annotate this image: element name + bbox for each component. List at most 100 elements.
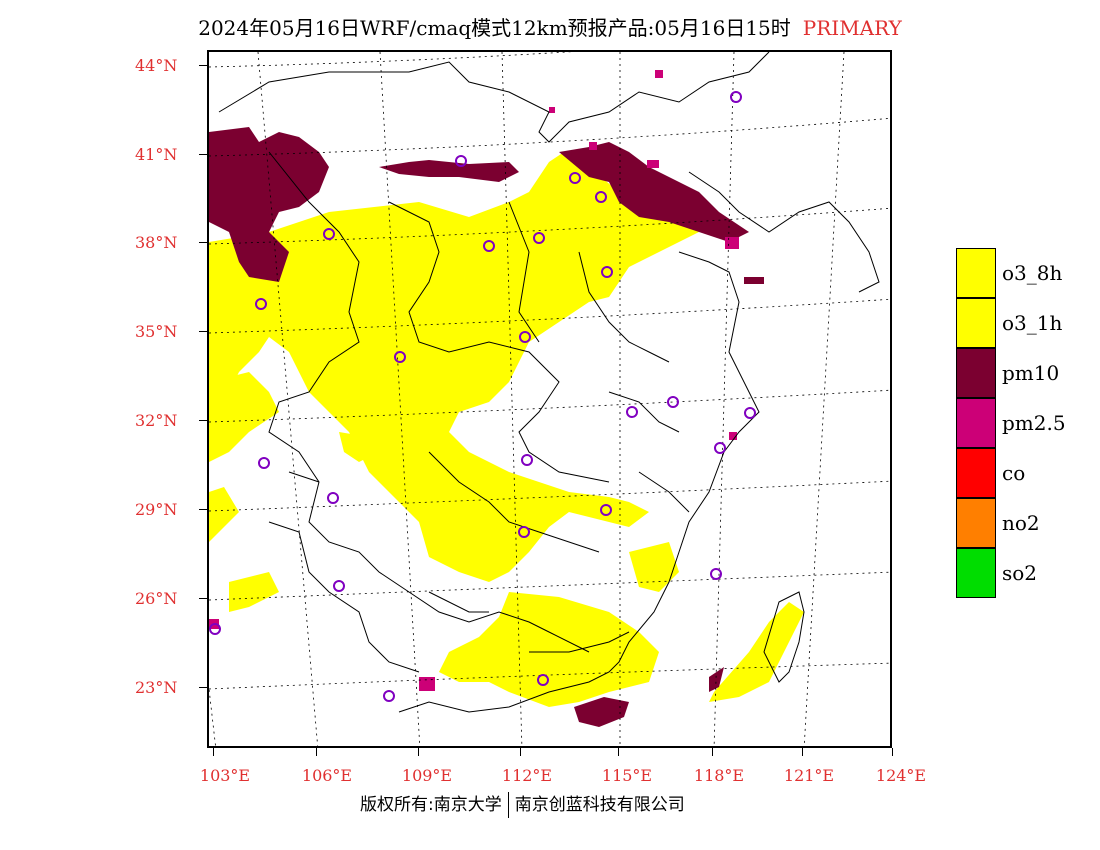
lat-tick <box>199 687 207 688</box>
station-marker <box>710 568 722 580</box>
o3-areas <box>209 152 804 707</box>
lat-label: 38°N <box>135 233 178 252</box>
lon-tick <box>892 748 893 756</box>
lat-label: 26°N <box>135 589 178 608</box>
lat-tick <box>199 598 207 599</box>
latitude-line <box>209 298 890 334</box>
station-marker <box>394 351 406 363</box>
lon-tick <box>712 748 713 756</box>
legend-label: so2 <box>1002 561 1038 585</box>
station-marker <box>730 91 742 103</box>
station-marker <box>255 298 267 310</box>
lon-label: 109°E <box>401 766 453 785</box>
station-marker <box>533 232 545 244</box>
legend-label: o3_1h <box>1002 311 1063 335</box>
lon-tick <box>520 748 521 756</box>
legend-item-pm10: pm10 <box>956 348 1059 398</box>
lon-tick <box>418 748 419 756</box>
latitude-line <box>209 662 890 690</box>
lon-label: 124°E <box>875 766 927 785</box>
legend-item-o3-1h: o3_1h <box>956 298 1062 348</box>
boundary-lines <box>218 52 880 713</box>
footer-left: 版权所有:南京大学 <box>360 795 502 815</box>
station-marker <box>521 454 533 466</box>
legend-swatch <box>956 548 996 598</box>
footer-right: 南京创蓝科技有限公司 <box>514 795 685 815</box>
legend-label: o3_8h <box>1002 261 1063 285</box>
graticule-lines <box>209 52 890 746</box>
station-marker <box>537 674 549 686</box>
latitude-line <box>209 52 574 68</box>
map-frame <box>207 50 892 748</box>
legend-swatch <box>956 348 996 398</box>
lat-label: 35°N <box>135 322 178 341</box>
station-marker <box>333 580 345 592</box>
station-marker <box>383 690 395 702</box>
station-markers <box>209 91 756 702</box>
station-marker <box>327 492 339 504</box>
map-title: 2024年05月16日WRF/cmaq模式12km预报产品:05月16日15时 P… <box>0 12 1100 41</box>
lon-label: 112°E <box>501 766 553 785</box>
station-marker <box>258 457 270 469</box>
lat-tick <box>199 65 207 66</box>
legend-swatch <box>956 248 996 298</box>
lat-label: 23°N <box>135 678 178 697</box>
station-marker <box>744 407 756 419</box>
lon-label: 115°E <box>601 766 653 785</box>
legend-label: pm10 <box>1002 361 1060 385</box>
legend-item-co: co <box>956 448 1025 498</box>
legend-swatch <box>956 498 996 548</box>
legend-item-o3-8h: o3_8h <box>956 248 1062 298</box>
legend-label: pm2.5 <box>1002 411 1066 435</box>
legend-swatch <box>956 398 996 448</box>
lat-label: 29°N <box>135 500 178 519</box>
lon-label: 121°E <box>783 766 835 785</box>
station-marker <box>601 266 613 278</box>
latitude-line <box>209 389 890 423</box>
lon-label: 106°E <box>301 766 353 785</box>
lat-tick <box>199 420 207 421</box>
station-marker <box>569 172 581 184</box>
longitude-line <box>257 52 319 746</box>
lon-tick <box>618 748 619 756</box>
legend-label: no2 <box>1002 511 1040 535</box>
legend-label: co <box>1002 461 1026 485</box>
station-marker <box>455 155 467 167</box>
lat-tick <box>199 509 207 510</box>
station-marker <box>518 526 530 538</box>
legend-swatch <box>956 298 996 348</box>
lon-label: 118°E <box>693 766 745 785</box>
station-marker <box>714 442 726 454</box>
lat-label: 41°N <box>135 145 178 164</box>
station-marker <box>626 406 638 418</box>
longitude-line <box>803 52 845 746</box>
lon-tick <box>213 748 214 756</box>
lat-tick <box>199 154 207 155</box>
station-marker <box>595 191 607 203</box>
title-primary-tag: PRIMARY <box>802 16 902 40</box>
longitude-line <box>713 52 735 746</box>
station-marker <box>667 396 679 408</box>
latitude-line <box>209 480 890 512</box>
legend-item-pm25: pm2.5 <box>956 398 1066 448</box>
legend-item-no2: no2 <box>956 498 1040 548</box>
legend: o3_8h o3_1h pm10 pm2.5 co no2 so2 <box>956 248 1066 598</box>
longitude-line <box>379 52 421 746</box>
latitude-line <box>209 571 890 601</box>
lat-label: 44°N <box>135 56 178 75</box>
station-marker <box>209 623 221 635</box>
title-text: 2024年05月16日WRF/cmaq模式12km预报产品:05月16日15时 <box>198 16 791 40</box>
legend-item-so2: so2 <box>956 548 1037 598</box>
copyright-footer: 版权所有:南京大学 南京创蓝科技有限公司 <box>360 790 685 818</box>
longitude-line <box>501 52 523 746</box>
lon-tick <box>802 748 803 756</box>
lat-tick <box>199 331 207 332</box>
footer-divider <box>507 792 509 818</box>
lat-label: 32°N <box>135 411 178 430</box>
lon-label: 103°E <box>199 766 251 785</box>
station-marker <box>323 228 335 240</box>
station-marker <box>519 331 531 343</box>
pm25-areas <box>209 70 739 691</box>
latitude-line <box>209 117 890 157</box>
legend-swatch <box>956 448 996 498</box>
